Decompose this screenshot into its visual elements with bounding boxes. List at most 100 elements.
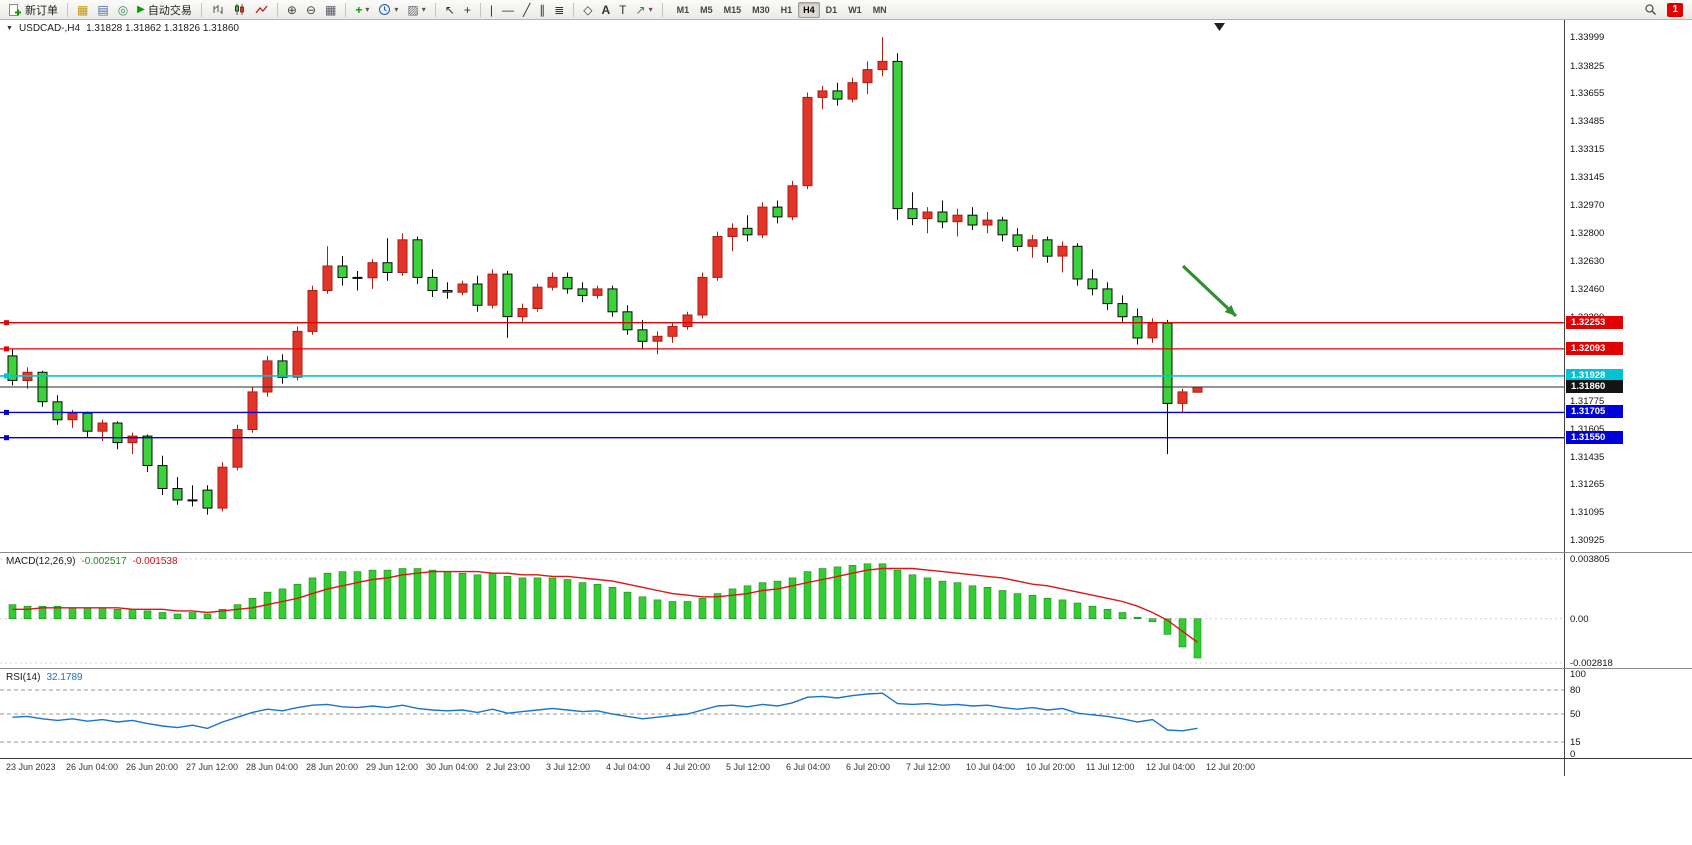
templates-button[interactable]: ▨ ▾ <box>403 1 429 19</box>
macd-histogram-bar <box>773 580 782 620</box>
navigator-button[interactable]: ◎ <box>114 1 132 19</box>
shapes-tool-button[interactable]: ◇ <box>579 1 596 19</box>
candle <box>52 395 63 425</box>
crosshair-tool-button[interactable]: + <box>460 1 475 19</box>
line-anchor-handle[interactable] <box>4 373 9 379</box>
tile-windows-button[interactable]: ▦ <box>321 1 340 19</box>
tile-windows-icon: ▦ <box>325 2 337 17</box>
notification-badge[interactable]: 1 <box>1667 2 1683 17</box>
zoom-in-button[interactable]: ⊕ <box>283 1 301 19</box>
trendline-tool-button[interactable]: ╱ <box>519 1 534 19</box>
macd-histogram-bar <box>1163 618 1172 635</box>
rsi-axis-label: 100 <box>1570 669 1586 680</box>
macd-histogram-bar <box>53 605 62 620</box>
time-axis-label: 12 Jul 04:00 <box>1146 762 1196 772</box>
macd-histogram-bar <box>668 601 677 620</box>
line-anchor-handle[interactable] <box>4 409 9 415</box>
channel-tool-button[interactable]: ∥ <box>535 1 549 19</box>
autotrading-label: 自动交易 <box>147 4 192 17</box>
chart-menu-icon[interactable]: ▼ <box>6 25 13 32</box>
line-anchor-handle[interactable] <box>4 346 9 352</box>
macd-histogram-bar <box>503 576 512 620</box>
price-axis-label: 1.33315 <box>1570 144 1605 155</box>
price-axis-label: 1.32800 <box>1570 228 1605 239</box>
candle <box>217 462 228 512</box>
periods-button[interactable]: ▾ <box>374 1 402 19</box>
macd-histogram-bar <box>113 609 122 619</box>
candle <box>1102 282 1113 311</box>
indicators-button[interactable]: + ▾ <box>351 1 373 19</box>
macd-histogram-bar <box>1193 618 1202 659</box>
macd-histogram-bar <box>1013 593 1022 619</box>
time-axis-label: 30 Jun 04:00 <box>426 762 479 772</box>
shapes-icon: ◇ <box>583 2 593 17</box>
candle <box>157 455 168 495</box>
cursor-tool-button[interactable]: ↖ <box>441 1 459 19</box>
macd-histogram-bar <box>1058 599 1067 619</box>
timeframe-m5-button[interactable]: M5 <box>695 2 718 18</box>
arrows-tool-button[interactable]: ↗ ▾ <box>632 1 657 19</box>
macd-histogram-bar <box>548 577 557 619</box>
macd-label: MACD(12,26,9) -0.002517 -0.001538 <box>6 556 178 567</box>
toolbar-separator <box>661 2 663 17</box>
time-axis-label: 26 Jun 04:00 <box>66 762 119 772</box>
bar-chart-icon <box>213 5 223 14</box>
macd-histogram-bar <box>488 572 497 619</box>
candle <box>277 354 288 384</box>
macd-histogram-bar <box>743 585 752 620</box>
candle <box>1132 308 1143 345</box>
price-line-badge: 1.31550 <box>1566 431 1623 444</box>
candle <box>712 231 723 281</box>
candle <box>322 246 333 294</box>
vertical-line-tool-button[interactable]: | <box>486 1 497 19</box>
zoom-out-button[interactable]: ⊖ <box>302 1 320 19</box>
time-axis-label: 29 Jun 12:00 <box>366 762 419 772</box>
line-anchor-handle[interactable] <box>4 320 9 326</box>
timeframe-h4-button[interactable]: H4 <box>798 1 820 18</box>
candlestick-chart-button[interactable] <box>229 1 250 19</box>
candle <box>397 233 408 276</box>
chart-shift-marker[interactable] <box>1214 23 1225 31</box>
time-axis-label: 6 Jul 04:00 <box>786 762 831 772</box>
candle <box>1192 386 1203 393</box>
chevron-down-icon: ▾ <box>421 5 426 14</box>
new-order-button[interactable]: 新订单 <box>4 1 62 19</box>
line-anchor-handle[interactable] <box>4 435 9 441</box>
trend-arrow-annotation[interactable] <box>1181 264 1238 318</box>
candle <box>652 331 663 355</box>
macd-histogram-bar <box>308 577 317 619</box>
time-axis-label: 28 Jun 20:00 <box>306 762 359 772</box>
text-tool-button[interactable]: A <box>597 1 614 19</box>
timeframe-h1-button[interactable]: H1 <box>776 2 798 18</box>
macd-histogram-bar <box>638 596 647 620</box>
macd-histogram-bar <box>98 607 107 620</box>
timeframe-d1-button[interactable]: D1 <box>821 2 843 18</box>
autotrading-button[interactable]: ▶ 自动交易 <box>133 1 196 19</box>
time-axis[interactable]: 23 Jun 2023 26 Jun 04:00 26 Jun 20:00 27 Ju… <box>0 758 1692 777</box>
timeframe-m15-button[interactable]: M15 <box>719 2 747 18</box>
timeframe-mn-button[interactable]: MN <box>868 2 892 18</box>
search-icon <box>1645 4 1657 16</box>
search-button[interactable] <box>1640 1 1661 19</box>
rsi-line <box>12 692 1198 732</box>
price-line-badge: 1.31860 <box>1566 380 1623 393</box>
fibonacci-tool-button[interactable]: ≣ <box>550 1 568 19</box>
candle <box>817 86 828 109</box>
candle <box>802 92 813 190</box>
price-axis[interactable]: 1.33999 1.33825 1.33655 1.33485 1.33315 1.331… <box>1564 20 1692 552</box>
macd-histogram-bar <box>818 568 827 619</box>
macd-histogram-bar <box>908 574 917 620</box>
macd-histogram-bar <box>368 569 377 620</box>
market-watch-button[interactable]: ▦ <box>73 1 92 19</box>
timeframe-w1-button[interactable]: W1 <box>843 2 867 18</box>
label-tool-button[interactable]: T <box>615 1 630 19</box>
timeframe-m30-button[interactable]: M30 <box>747 2 775 18</box>
data-window-button[interactable]: ▤ <box>93 1 112 19</box>
line-chart-button[interactable] <box>251 1 272 19</box>
bar-chart-button[interactable] <box>207 1 228 19</box>
timeframe-m1-button[interactable]: M1 <box>672 2 695 18</box>
horizontal-line-tool-button[interactable]: — <box>498 1 518 19</box>
candle <box>562 272 573 294</box>
macd-histogram-bar <box>158 612 167 620</box>
trendline-icon: ╱ <box>522 2 531 17</box>
